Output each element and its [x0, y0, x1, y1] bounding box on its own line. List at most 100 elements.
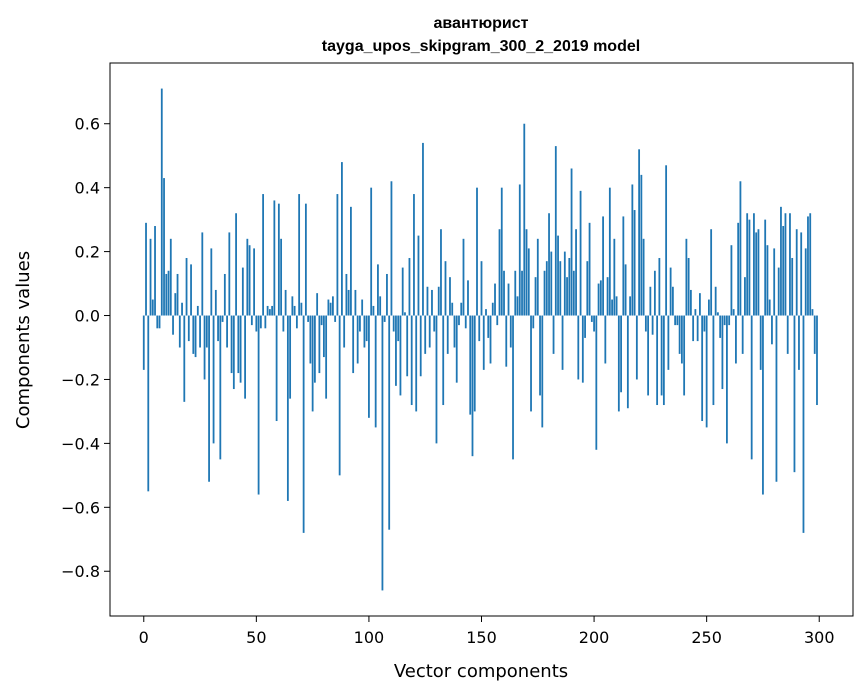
bar	[732, 309, 735, 316]
bar	[149, 238, 152, 316]
bar	[744, 277, 746, 316]
bar	[311, 315, 314, 412]
bar	[469, 315, 472, 415]
bar	[239, 315, 242, 383]
bar	[701, 315, 704, 422]
bar	[629, 296, 631, 316]
bar	[433, 315, 436, 332]
bar	[462, 238, 465, 316]
bar	[172, 315, 174, 335]
bar	[325, 315, 328, 399]
bar	[428, 315, 431, 348]
bar	[534, 277, 537, 316]
bar	[798, 315, 800, 370]
bar	[498, 229, 501, 316]
bar	[471, 315, 474, 457]
bar	[174, 293, 177, 316]
bar	[548, 213, 550, 316]
bar	[748, 219, 751, 316]
bar	[523, 123, 526, 316]
bar	[262, 194, 264, 316]
bar	[361, 299, 364, 316]
bar	[451, 302, 454, 316]
bar	[178, 315, 181, 348]
bar	[489, 315, 492, 364]
bar	[500, 187, 503, 316]
bar	[286, 315, 289, 501]
bar	[608, 187, 611, 316]
bar	[512, 315, 514, 460]
bar	[525, 229, 528, 316]
bar	[791, 257, 794, 316]
bar	[230, 315, 233, 374]
bar	[611, 299, 613, 316]
bar	[527, 248, 530, 316]
bar	[570, 168, 573, 316]
bar	[658, 257, 661, 316]
bar	[554, 146, 557, 316]
bar	[250, 315, 253, 326]
bar	[455, 315, 458, 383]
bar	[163, 178, 165, 316]
bar	[228, 232, 231, 316]
x-tick-label: 250	[691, 628, 722, 647]
bar	[334, 315, 337, 322]
bar	[599, 280, 602, 316]
bar	[795, 229, 798, 316]
bar	[406, 315, 409, 377]
bar	[721, 315, 724, 390]
bar	[291, 296, 294, 316]
bar	[359, 315, 361, 332]
bar	[440, 229, 442, 316]
bar	[705, 315, 708, 428]
bar	[449, 277, 451, 316]
bar	[192, 315, 195, 354]
bar	[536, 238, 539, 316]
bar	[620, 315, 622, 393]
bar	[703, 315, 706, 332]
bar	[336, 194, 339, 316]
bar	[379, 296, 382, 316]
bar	[694, 309, 697, 316]
bar	[277, 203, 280, 316]
bar	[755, 232, 758, 316]
bar	[588, 222, 591, 316]
bar	[354, 289, 357, 316]
bar	[480, 261, 483, 316]
bar	[503, 270, 505, 316]
bar	[496, 315, 499, 326]
bar	[341, 162, 343, 316]
bar	[575, 229, 577, 316]
bar	[649, 286, 652, 316]
bar	[581, 315, 584, 383]
bar	[264, 315, 267, 329]
bar	[284, 289, 287, 316]
bar	[494, 283, 496, 316]
bar	[782, 226, 785, 316]
bar	[205, 315, 208, 348]
bar	[435, 315, 438, 444]
bar	[568, 257, 571, 316]
bar	[739, 181, 742, 316]
bar	[539, 315, 541, 396]
chart-title: авантюрист	[434, 15, 529, 32]
bar	[388, 315, 391, 530]
bar	[473, 315, 476, 412]
bar	[458, 315, 460, 326]
bar	[532, 315, 535, 329]
bar	[617, 315, 620, 412]
bar	[363, 315, 366, 348]
bar	[307, 315, 310, 322]
bar	[313, 315, 316, 383]
chart-subtitle: tayga_upos_skipgram_300_2_2019 model	[322, 38, 640, 55]
bar	[737, 222, 740, 316]
bar	[541, 315, 544, 428]
bar	[383, 315, 386, 322]
bar	[793, 315, 796, 473]
bar	[431, 289, 433, 316]
bar	[764, 219, 767, 316]
bar	[606, 277, 609, 316]
bar	[300, 302, 303, 316]
bar	[651, 315, 654, 335]
bar	[685, 238, 688, 316]
